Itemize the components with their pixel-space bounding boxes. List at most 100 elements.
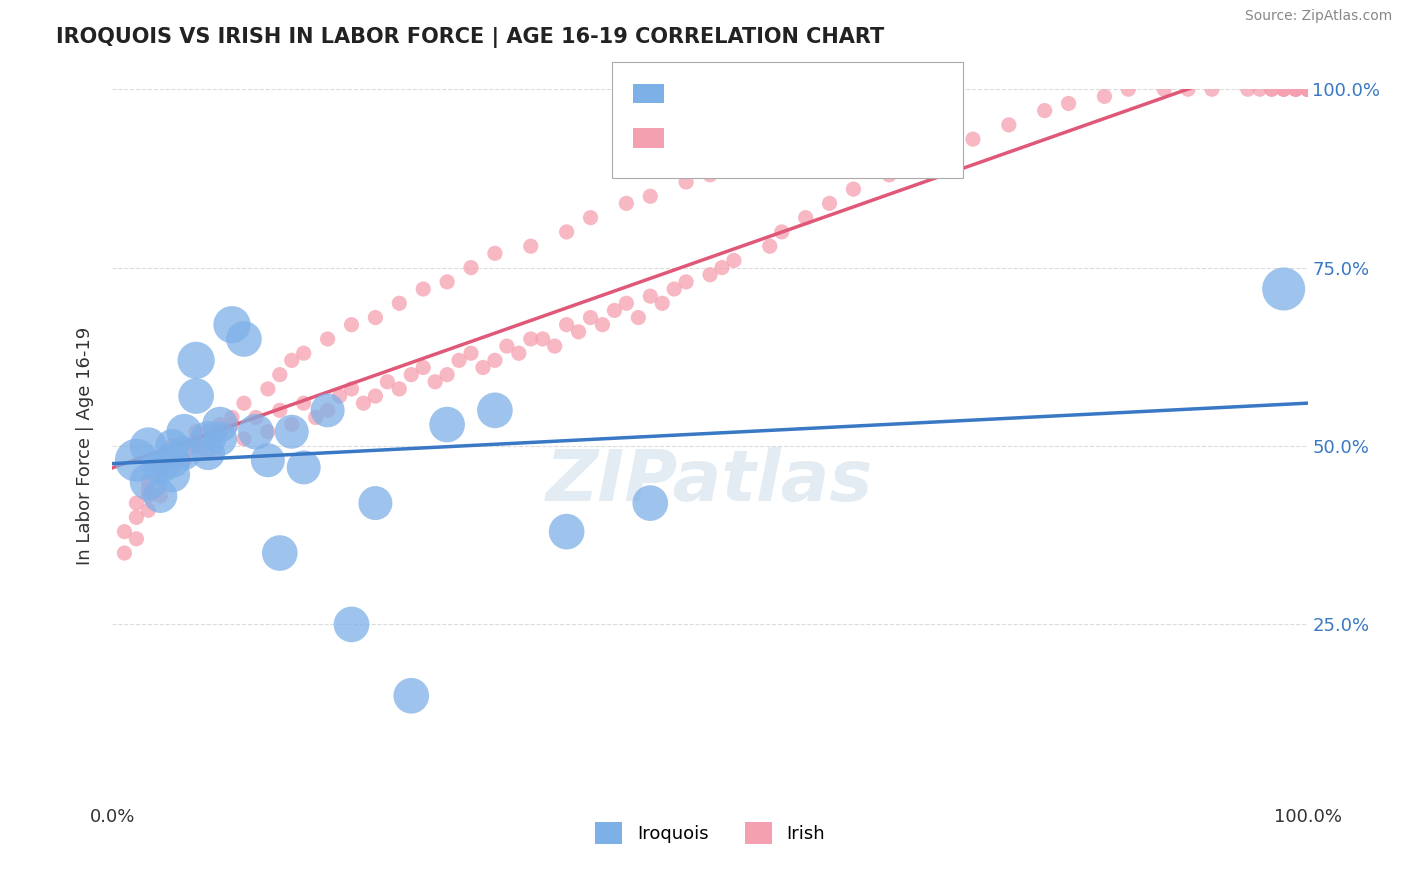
Point	[436, 368, 458, 382]
Point	[818, 118, 841, 132]
Point	[233, 332, 256, 346]
Point	[401, 368, 423, 382]
Point	[162, 439, 183, 453]
Point	[138, 489, 160, 503]
Point	[962, 132, 984, 146]
Text: IROQUOIS VS IRISH IN LABOR FORCE | AGE 16-19 CORRELATION CHART: IROQUOIS VS IRISH IN LABOR FORCE | AGE 1…	[56, 27, 884, 48]
Point	[1296, 82, 1319, 96]
Point	[257, 382, 280, 396]
Point	[352, 396, 374, 410]
Point	[1296, 82, 1319, 96]
Point	[436, 417, 458, 432]
Point	[269, 368, 291, 382]
Point	[221, 410, 243, 425]
Point	[364, 310, 387, 325]
Point	[149, 467, 172, 482]
Point	[329, 389, 352, 403]
Point	[149, 489, 172, 503]
Point	[316, 403, 339, 417]
Legend: Iroquois, Irish: Iroquois, Irish	[588, 814, 832, 851]
Point	[555, 524, 578, 539]
Point	[197, 432, 219, 446]
Point	[281, 353, 304, 368]
Point	[257, 425, 280, 439]
Text: 32: 32	[841, 85, 866, 103]
Point	[292, 396, 315, 410]
Point	[842, 182, 865, 196]
Point	[149, 460, 172, 475]
Point	[305, 410, 328, 425]
Point	[699, 168, 721, 182]
Point	[173, 425, 195, 439]
Point	[114, 546, 135, 560]
Point	[1261, 82, 1284, 96]
Point	[292, 460, 315, 475]
Point	[484, 403, 506, 417]
Point	[723, 153, 745, 168]
Point	[364, 496, 387, 510]
Point	[675, 175, 697, 189]
Point	[1296, 82, 1319, 96]
Point	[460, 346, 482, 360]
Point	[794, 132, 817, 146]
Point	[436, 275, 458, 289]
Point	[269, 403, 291, 417]
Point	[879, 96, 901, 111]
Point	[675, 275, 697, 289]
Point	[197, 446, 219, 460]
Point	[221, 318, 243, 332]
Point	[209, 417, 232, 432]
Point	[186, 425, 208, 439]
Point	[221, 417, 243, 432]
Point	[508, 346, 530, 360]
Point	[292, 346, 315, 360]
Text: R =: R =	[672, 129, 711, 147]
Point	[1296, 82, 1319, 96]
Point	[543, 339, 565, 353]
Point	[1285, 82, 1308, 96]
Point	[616, 296, 638, 310]
Point	[149, 489, 172, 503]
Point	[1237, 82, 1260, 96]
Point	[1153, 82, 1175, 96]
Point	[603, 303, 626, 318]
Point	[723, 253, 745, 268]
Point	[186, 353, 208, 368]
Point	[125, 510, 148, 524]
Point	[1272, 282, 1295, 296]
Point	[484, 353, 506, 368]
Point	[316, 332, 339, 346]
Point	[377, 375, 399, 389]
Point	[173, 446, 195, 460]
Point	[412, 360, 434, 375]
Point	[555, 318, 578, 332]
Point	[388, 382, 411, 396]
Point	[186, 439, 208, 453]
Point	[401, 689, 423, 703]
Point	[531, 332, 554, 346]
Point	[640, 496, 662, 510]
Point	[149, 460, 172, 475]
Point	[245, 425, 267, 439]
Point	[1285, 82, 1308, 96]
Text: N =: N =	[801, 85, 841, 103]
Point	[1285, 82, 1308, 96]
Point	[125, 496, 148, 510]
Point	[914, 153, 936, 168]
Point	[316, 403, 339, 417]
Point	[257, 453, 280, 467]
Point	[233, 432, 256, 446]
Point	[914, 82, 936, 96]
Point	[138, 475, 160, 489]
Text: N =: N =	[801, 129, 841, 147]
Point	[162, 460, 183, 475]
Point	[1201, 82, 1223, 96]
Point	[245, 410, 267, 425]
Point	[1296, 82, 1319, 96]
Point	[125, 532, 148, 546]
Point	[209, 417, 232, 432]
Point	[759, 239, 782, 253]
Point	[1285, 82, 1308, 96]
Point	[197, 446, 219, 460]
Text: ZIPatlas: ZIPatlas	[547, 447, 873, 516]
